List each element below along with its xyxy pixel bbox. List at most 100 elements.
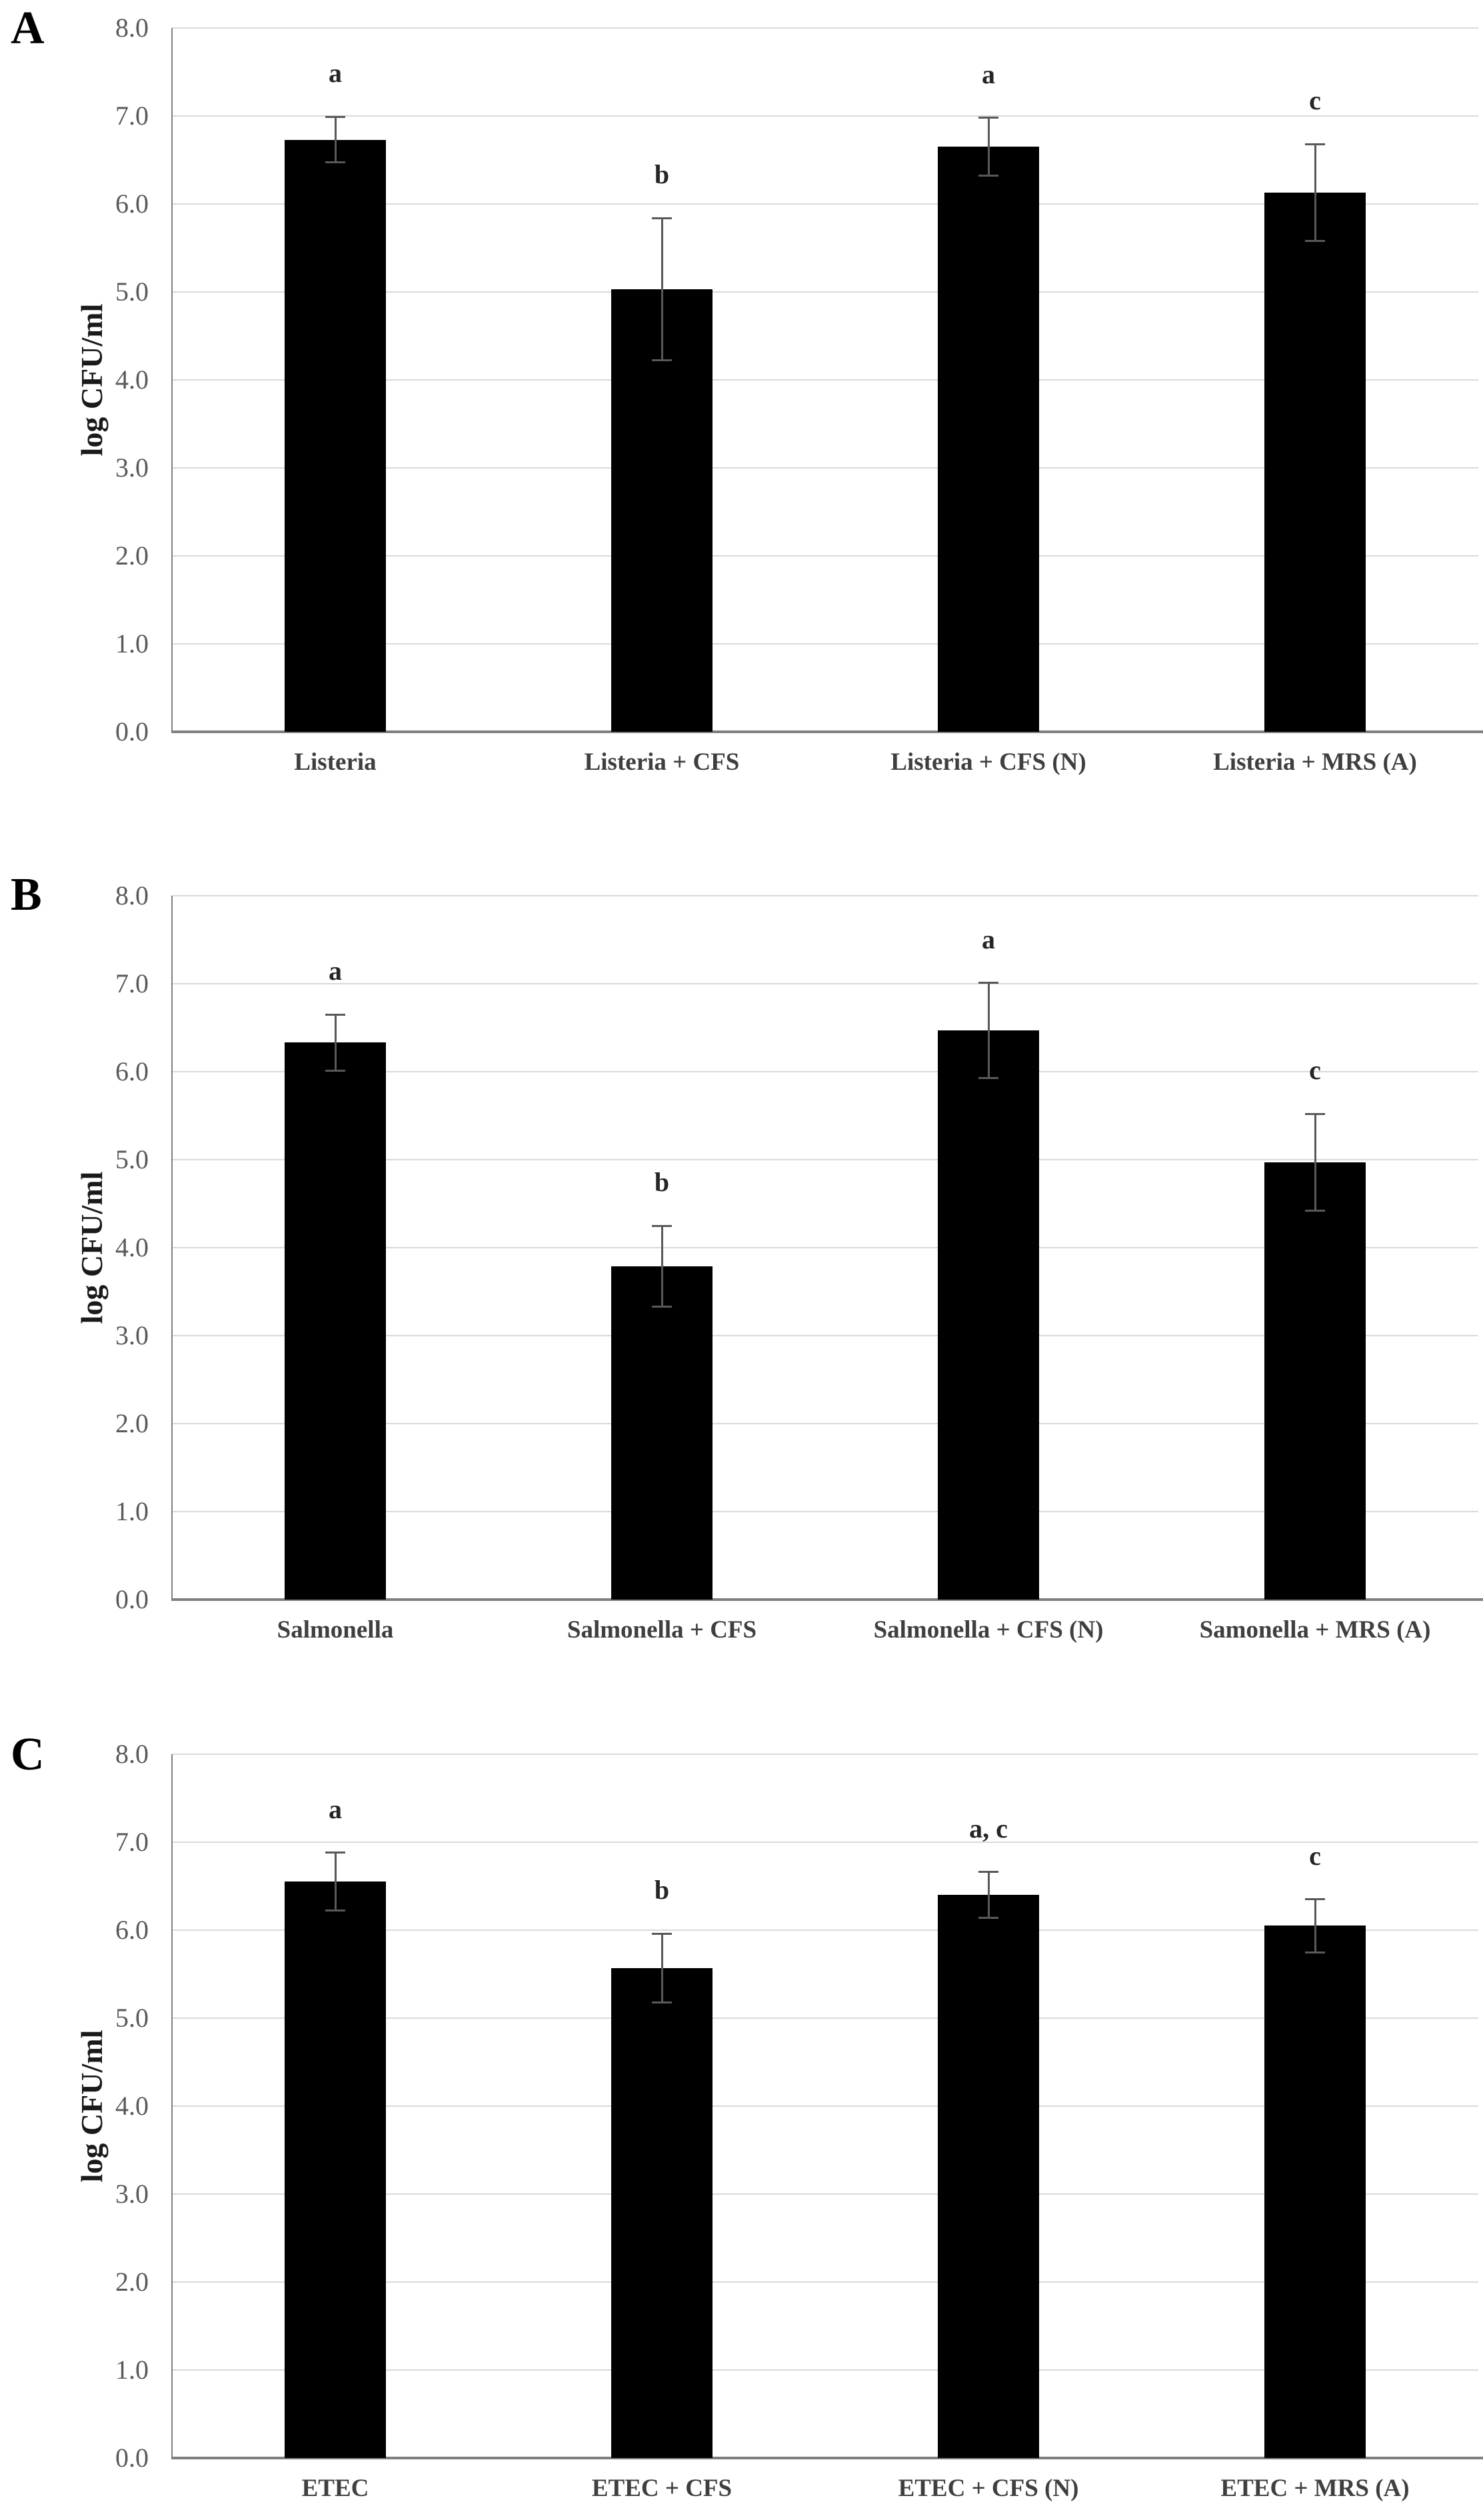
y-tick-label: 2.0 xyxy=(115,2267,149,2297)
error-bar-cap-top xyxy=(652,1932,672,1935)
bar xyxy=(1264,192,1366,732)
y-tick-label: 8.0 xyxy=(115,13,149,43)
significance-letter: a xyxy=(982,59,995,89)
error-bar-cap-bottom xyxy=(1305,1951,1325,1953)
error-bar-line xyxy=(661,1226,663,1307)
panel-C: C log CFU/ml 8.0 7.0 6.0 5.0 4.0 3.0 2.0 1.0 0.0… xyxy=(0,1730,1483,2520)
y-tick-label: 5.0 xyxy=(115,2003,149,2033)
error-bar-cap-bottom xyxy=(325,161,345,164)
gridline xyxy=(172,2017,1478,2019)
category-label: Listeria + MRS (A) xyxy=(1213,748,1417,776)
bar xyxy=(1264,1925,1366,2458)
significance-letter: c xyxy=(1309,85,1321,116)
bar xyxy=(1264,1162,1366,1600)
gridline xyxy=(172,1071,1478,1072)
x-axis-line xyxy=(171,730,1483,733)
plot-area-A: 8.0 7.0 6.0 5.0 4.0 3.0 2.0 1.0 0.0 a Listeria b Lis… xyxy=(115,15,1483,776)
category-label: Samonella + MRS (A) xyxy=(1199,1616,1431,1644)
error-bar-cap-top xyxy=(325,1852,345,1854)
error-bar-cap-bottom xyxy=(978,1917,998,1919)
bar xyxy=(285,1042,386,1600)
bar xyxy=(938,1030,1039,1600)
error-bar-cap-bottom xyxy=(978,1076,998,1079)
gridline xyxy=(172,1247,1478,1248)
significance-letter: c xyxy=(1309,1055,1321,1086)
error-bar-cap-bottom xyxy=(652,1305,672,1308)
y-tick-label: 1.0 xyxy=(115,629,149,658)
y-tick-label: 8.0 xyxy=(115,1739,149,1769)
y-tick-label: 6.0 xyxy=(115,189,149,219)
gridline xyxy=(172,203,1478,205)
error-bar-cap-bottom xyxy=(1305,239,1325,242)
gridline xyxy=(172,27,1478,29)
error-bar-line xyxy=(334,1852,337,1911)
error-bar-line xyxy=(661,218,663,361)
bar xyxy=(938,147,1039,732)
significance-letter: a xyxy=(982,924,995,954)
error-bar-cap-bottom xyxy=(978,175,998,177)
gridline xyxy=(172,2369,1478,2371)
category-label: Salmonella + CFS (N) xyxy=(873,1616,1104,1644)
error-bar-line xyxy=(987,1872,990,1918)
error-bar-cap-top xyxy=(652,1224,672,1227)
y-tick-label: 2.0 xyxy=(115,1408,149,1438)
gridline xyxy=(172,1842,1478,1843)
y-tick-label: 7.0 xyxy=(115,968,149,998)
gridline xyxy=(172,467,1478,469)
gridline xyxy=(172,2281,1478,2283)
significance-letter: a, c xyxy=(969,1813,1008,1844)
y-tick-label: 3.0 xyxy=(115,1320,149,1350)
category-label: Salmonella + CFS xyxy=(567,1616,757,1644)
y-tick-label: 6.0 xyxy=(115,1915,149,1945)
bar xyxy=(611,289,713,732)
error-bar-line xyxy=(1314,1899,1316,1952)
panel-B: B log CFU/ml 8.0 7.0 6.0 5.0 4.0 3.0 2.0 1.0 0.0… xyxy=(0,870,1483,1730)
y-tick-label: 0.0 xyxy=(115,1584,149,1614)
error-bar-line xyxy=(987,982,990,1078)
gridline xyxy=(172,291,1478,293)
error-bar-line xyxy=(661,1933,663,2003)
panel-letter-B: B xyxy=(11,869,42,920)
error-bar-cap-bottom xyxy=(325,1070,345,1072)
error-bar-cap-top xyxy=(1305,1112,1325,1115)
significance-letter: b xyxy=(654,1875,670,1905)
error-bar-line xyxy=(987,117,990,176)
bar xyxy=(285,1882,386,2458)
gridline xyxy=(172,1159,1478,1160)
error-bar-cap-top xyxy=(1305,1898,1325,1901)
gridline xyxy=(172,1335,1478,1336)
category-label: Listeria xyxy=(294,748,377,776)
y-tick-label: 5.0 xyxy=(115,1144,149,1174)
y-tick-label: 6.0 xyxy=(115,1056,149,1086)
bar xyxy=(938,1895,1039,2458)
panel-A: A log CFU/ml 8.0 7.0 6.0 5.0 4.0 3.0 2.0 1.0 0.0… xyxy=(0,0,1483,870)
gridline xyxy=(172,983,1478,984)
y-tick-label: 3.0 xyxy=(115,453,149,483)
y-axis-line xyxy=(171,1754,173,2458)
error-bar-cap-bottom xyxy=(325,1909,345,1912)
y-tick-label: 3.0 xyxy=(115,2179,149,2209)
gridline xyxy=(172,379,1478,381)
plot-area-B: 8.0 7.0 6.0 5.0 4.0 3.0 2.0 1.0 0.0 a Salmonella b S… xyxy=(115,882,1483,1644)
y-tick-label: 8.0 xyxy=(115,880,149,910)
error-bar-cap-bottom xyxy=(1305,1210,1325,1212)
y-tick-label: 4.0 xyxy=(115,1232,149,1262)
significance-letter: c xyxy=(1309,1840,1321,1871)
error-bar-cap-bottom xyxy=(652,359,672,362)
gridline xyxy=(172,555,1478,557)
y-tick-label: 5.0 xyxy=(115,277,149,307)
error-bar-cap-top xyxy=(978,982,998,984)
category-label: ETEC xyxy=(301,2475,369,2502)
category-label: Listeria + CFS (N) xyxy=(890,748,1086,776)
gridline xyxy=(172,895,1478,896)
bar xyxy=(611,1266,713,1600)
gridline xyxy=(172,643,1478,644)
error-bar-line xyxy=(1314,1114,1316,1211)
y-tick-label: 7.0 xyxy=(115,101,149,131)
plot-area-C: 8.0 7.0 6.0 5.0 4.0 3.0 2.0 1.0 0.0 a ETEC b ETEC + … xyxy=(115,1741,1483,2502)
significance-letter: a xyxy=(329,956,342,986)
panel-letter-A: A xyxy=(11,3,45,54)
y-tick-label: 0.0 xyxy=(115,716,149,746)
x-axis-line xyxy=(171,1598,1483,1601)
